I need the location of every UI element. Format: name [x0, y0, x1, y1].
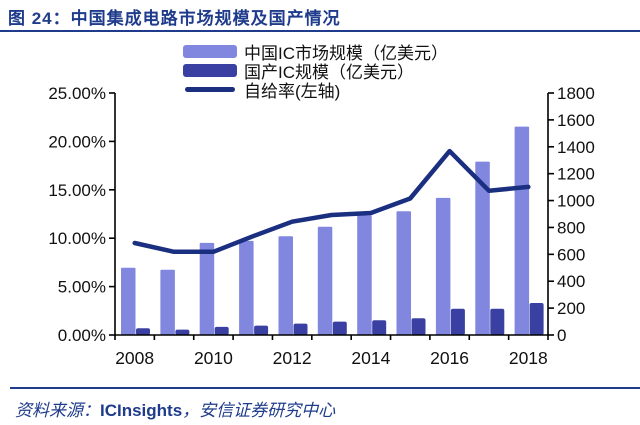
legend-label-domestic: 国产IC规模（亿美元） — [244, 63, 414, 82]
source-label: 资料来源： — [15, 401, 100, 420]
legend-swatch-market — [183, 45, 237, 58]
legend-item-domestic: 国产IC规模（亿美元） — [183, 63, 448, 82]
svg-text:0.00%: 0.00% — [58, 326, 106, 345]
svg-text:1400: 1400 — [557, 138, 595, 157]
svg-text:2008: 2008 — [115, 348, 154, 368]
svg-text:600: 600 — [557, 245, 585, 264]
svg-text:2014: 2014 — [351, 348, 390, 368]
figure-title: 图 24：中国集成电路市场规模及国产情况 — [8, 4, 341, 29]
legend-item-market: 中国IC市场规模（亿美元） — [183, 44, 448, 63]
legend-label-market: 中国IC市场规模（亿美元） — [244, 44, 448, 63]
svg-text:200: 200 — [557, 299, 585, 318]
svg-text:400: 400 — [557, 272, 585, 291]
svg-text:1800: 1800 — [557, 84, 595, 103]
svg-text:800: 800 — [557, 218, 585, 237]
figure-footer: 资料来源：ICInsights，安信证券研究中心 — [10, 387, 640, 421]
svg-text:1600: 1600 — [557, 111, 595, 130]
source-icinsights: ICInsights — [100, 401, 183, 420]
source-anxin: 安信证券研究中心 — [199, 401, 336, 420]
svg-text:2018: 2018 — [509, 348, 548, 368]
figure-number: 图 24： — [8, 9, 71, 28]
svg-text:25.00%: 25.00% — [48, 84, 106, 103]
legend-item-rate: 自给率(左轴) — [183, 82, 448, 101]
svg-text:1200: 1200 — [557, 165, 595, 184]
legend-swatch-domestic — [183, 64, 237, 77]
legend-label-rate: 自给率(左轴) — [244, 82, 341, 101]
chart-legend: 中国IC市场规模（亿美元） 国产IC规模（亿美元） 自给率(左轴) — [183, 44, 448, 101]
svg-text:2016: 2016 — [430, 348, 469, 368]
svg-text:0: 0 — [557, 326, 566, 345]
legend-swatch-rate-line — [185, 87, 235, 92]
svg-text:15.00%: 15.00% — [48, 181, 106, 200]
svg-text:10.00%: 10.00% — [48, 229, 106, 248]
svg-text:5.00%: 5.00% — [58, 278, 106, 297]
source-separator: ， — [182, 401, 200, 420]
svg-text:1000: 1000 — [557, 192, 595, 211]
svg-text:2012: 2012 — [273, 348, 312, 368]
svg-text:2010: 2010 — [194, 348, 233, 368]
figure-header: 图 24：中国集成电路市场规模及国产情况 — [0, 0, 640, 32]
figure-title-text: 中国集成电路市场规模及国产情况 — [70, 9, 341, 28]
svg-text:20.00%: 20.00% — [48, 132, 106, 151]
